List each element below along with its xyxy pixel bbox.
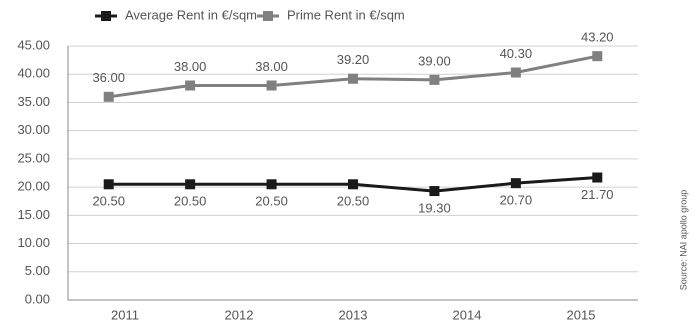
value-label: 20.50 (92, 194, 125, 209)
y-tick-label: 15.00 (17, 207, 50, 222)
point-marker (103, 91, 114, 102)
value-label: 21.70 (581, 187, 614, 202)
point-marker (592, 172, 603, 183)
legend-marker (101, 11, 111, 21)
value-label: 39.00 (418, 53, 451, 68)
value-label: 39.20 (337, 52, 370, 67)
value-label: 40.30 (500, 46, 533, 61)
y-tick-label: 25.00 (17, 150, 50, 165)
x-tick-label: 2013 (339, 307, 368, 322)
point-marker (185, 80, 196, 91)
value-label: 38.00 (255, 59, 288, 74)
y-tick-label: 45.00 (17, 37, 50, 52)
value-label: 20.50 (337, 194, 370, 209)
point-marker (348, 73, 358, 84)
x-tick-label: 2014 (453, 307, 482, 322)
value-label: 20.50 (255, 194, 288, 209)
value-label: 19.30 (418, 200, 451, 215)
point-marker (429, 74, 440, 85)
point-marker (348, 179, 358, 190)
value-label: 20.50 (174, 194, 207, 209)
y-tick-label: 20.00 (17, 179, 50, 194)
y-tick-label: 0.00 (25, 291, 50, 306)
point-marker (266, 80, 277, 91)
x-tick-label: 2015 (567, 307, 596, 322)
point-marker (592, 51, 603, 62)
value-label: 20.70 (500, 193, 533, 208)
y-tick-label: 30.00 (17, 122, 50, 137)
point-marker (510, 67, 521, 78)
x-tick-label: 2012 (225, 307, 254, 322)
source-note: Source: NAI apollo group (678, 190, 688, 291)
point-marker (266, 179, 277, 190)
value-label: 36.00 (92, 70, 125, 85)
value-label: 43.20 (581, 30, 614, 45)
y-tick-label: 5.00 (25, 263, 50, 278)
x-tick-label: 2011 (111, 307, 139, 322)
point-marker (510, 178, 521, 189)
legend-marker (263, 11, 273, 21)
point-marker (103, 179, 114, 190)
point-marker (185, 179, 196, 190)
value-label: 38.00 (174, 59, 207, 74)
legend-label: Prime Rent in €/sqm (287, 7, 405, 22)
y-tick-label: 35.00 (17, 94, 50, 109)
y-tick-label: 10.00 (17, 235, 50, 250)
legend-label: Average Rent in €/sqm (125, 7, 257, 22)
y-tick-label: 40.00 (17, 66, 50, 81)
point-marker (429, 186, 440, 197)
